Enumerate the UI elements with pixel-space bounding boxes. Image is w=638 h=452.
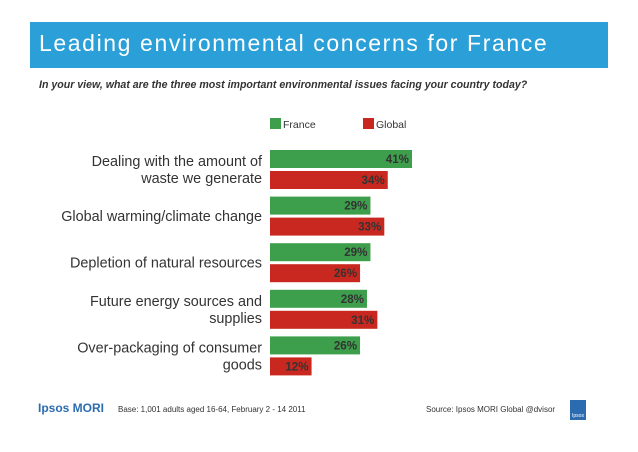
data-label-global: 26% <box>334 267 357 280</box>
bar-france <box>270 196 371 215</box>
survey-question: In your view, what are the three most im… <box>39 79 528 91</box>
data-label-global: 33% <box>358 221 381 234</box>
bar-global <box>270 217 385 236</box>
data-label-global: 31% <box>351 314 374 327</box>
legend-label-global: Global <box>376 119 406 131</box>
data-label-global: 34% <box>362 174 385 187</box>
bar-france <box>270 243 371 262</box>
bar-global <box>270 264 361 283</box>
category-label: Dealing with the amount of <box>92 154 263 170</box>
data-label-france: 29% <box>344 246 367 259</box>
category-label: supplies <box>209 311 262 327</box>
data-label-france: 28% <box>341 293 364 306</box>
data-label-global: 12% <box>285 360 308 373</box>
data-label-france: 29% <box>344 200 367 213</box>
category-label: Depletion of natural resources <box>70 256 262 272</box>
category-label: waste we generate <box>140 171 262 187</box>
ipsos-mori-logo: Ipsos MORI <box>38 401 105 415</box>
data-label-france: 26% <box>334 339 357 352</box>
category-label: Global warming/climate change <box>61 209 262 225</box>
bar-france <box>270 336 361 355</box>
title-bar: Leading environmental concerns for Franc… <box>30 22 608 68</box>
category-label: goods <box>223 357 262 373</box>
legend-swatch-global <box>363 118 374 129</box>
bar-france <box>270 150 412 168</box>
page-title: Leading environmental concerns for Franc… <box>39 30 549 56</box>
legend-label-france: France <box>283 119 316 131</box>
source-note: Source: Ipsos MORI Global @dvisor <box>426 405 556 414</box>
legend-swatch-france <box>270 118 281 129</box>
base-note: Base: 1,001 adults aged 16-64, February … <box>118 405 306 414</box>
category-label: Over-packaging of consumer <box>77 340 262 356</box>
bar-france <box>270 289 367 308</box>
ipsos-badge-icon: Ipsos <box>570 400 586 420</box>
data-label-france: 41% <box>386 153 409 166</box>
bar-global <box>270 310 378 329</box>
category-label: Future energy sources and <box>90 294 262 310</box>
bar-global <box>270 171 388 189</box>
bar-global <box>270 357 312 376</box>
